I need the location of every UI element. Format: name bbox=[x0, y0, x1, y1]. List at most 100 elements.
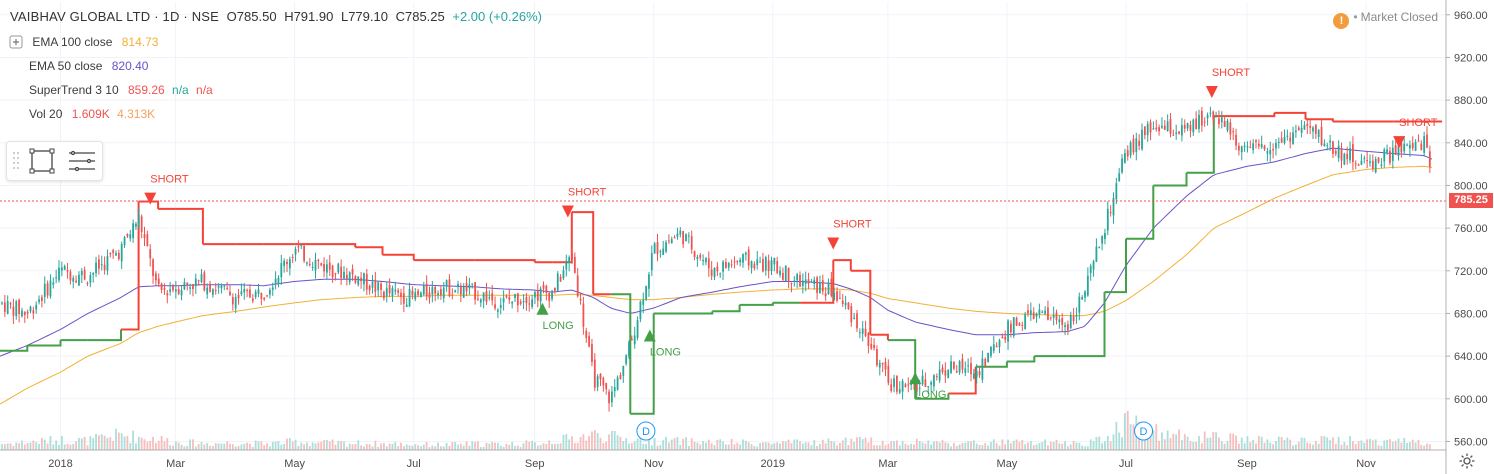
candle-body bbox=[685, 234, 687, 242]
volume-bar bbox=[1332, 437, 1334, 450]
price-axis[interactable]: 560.00 600.00 640.00 680.00 720.00 760.00 800.… bbox=[1446, 10, 1488, 449]
volume-bar bbox=[408, 445, 411, 450]
volume-bar bbox=[619, 436, 622, 450]
volume-bar bbox=[964, 442, 967, 450]
candle-body bbox=[890, 384, 893, 391]
short-arrow-icon bbox=[827, 237, 840, 250]
gear-icon[interactable] bbox=[1458, 452, 1476, 470]
volume-bar bbox=[625, 438, 628, 450]
dividend-label: D bbox=[642, 426, 650, 438]
dividend-marker[interactable] bbox=[1134, 421, 1154, 441]
symbol-title[interactable]: VAIBHAV GLOBAL LTD · 1D · NSE bbox=[10, 9, 220, 24]
candle-body bbox=[519, 301, 522, 304]
candle-body bbox=[739, 259, 742, 263]
volume-bar bbox=[103, 435, 106, 450]
volume-bar bbox=[536, 445, 539, 450]
supertrend-segment bbox=[1085, 292, 1106, 358]
candle-body bbox=[630, 338, 633, 341]
volume-bar bbox=[499, 445, 502, 450]
candle-body bbox=[713, 267, 716, 278]
candle-body bbox=[511, 301, 514, 304]
candle-body bbox=[249, 289, 251, 298]
candle-body bbox=[1255, 140, 1257, 142]
volume-bar bbox=[1340, 444, 1343, 450]
indicator-supertrend[interactable]: SuperTrend 3 10 859.26 n/a n/a bbox=[29, 83, 213, 97]
candle-body bbox=[787, 267, 790, 282]
candle-body bbox=[337, 263, 340, 273]
volume-bar bbox=[1246, 436, 1249, 450]
candle-body bbox=[1178, 131, 1180, 134]
volume-bar bbox=[266, 443, 268, 450]
volume-bar bbox=[1004, 444, 1007, 450]
candle-body bbox=[1132, 138, 1135, 153]
candle-body bbox=[123, 237, 126, 245]
volume-bar bbox=[836, 445, 838, 450]
close-label: C bbox=[395, 9, 405, 24]
candle-body bbox=[1081, 297, 1084, 300]
candle-body bbox=[702, 260, 704, 262]
volume-bar bbox=[642, 443, 645, 450]
collapse-icon[interactable] bbox=[9, 35, 23, 49]
dividend-marker[interactable] bbox=[636, 421, 656, 441]
market-status[interactable]: ! • Market Closed bbox=[1333, 10, 1438, 29]
volume-bar bbox=[41, 437, 43, 450]
indicator-volume[interactable]: Vol 20 1.609K 4.313K bbox=[29, 107, 155, 121]
candle-body bbox=[92, 273, 95, 275]
volume-bar bbox=[86, 445, 89, 450]
candle-body bbox=[425, 283, 428, 297]
volume-bar bbox=[169, 445, 172, 450]
volume-bar bbox=[1121, 437, 1123, 450]
volume-bar bbox=[1295, 444, 1297, 450]
supertrend-segment bbox=[833, 259, 852, 271]
list-menu-icon[interactable] bbox=[69, 150, 95, 172]
volume-bar bbox=[1149, 430, 1152, 450]
volume-bar bbox=[89, 436, 92, 450]
indicator-ema100[interactable]: EMA 100 close 814.73 bbox=[9, 35, 158, 49]
volume-bar bbox=[699, 444, 702, 450]
volume-bar bbox=[1129, 424, 1132, 450]
volume-bar bbox=[32, 440, 35, 450]
volume-bar bbox=[337, 440, 340, 450]
candle-body bbox=[930, 382, 932, 385]
candle-body bbox=[323, 263, 325, 272]
indicator-ema50[interactable]: EMA 50 close 820.40 bbox=[29, 59, 148, 73]
candle-body bbox=[950, 361, 952, 373]
candle-body bbox=[827, 282, 830, 295]
volume-bar bbox=[750, 444, 753, 450]
candle-body bbox=[693, 251, 696, 258]
x-tick-label: May bbox=[997, 458, 1018, 470]
time-axis[interactable]: 2018 Mar May Jul Sep Nov 2019 Mar May Jul Sep Nov bbox=[48, 458, 1376, 470]
candle-body bbox=[619, 374, 622, 380]
volume-bar bbox=[528, 441, 531, 450]
volume-bar bbox=[759, 442, 761, 450]
candle-body bbox=[790, 283, 793, 285]
signal-label: SHORT bbox=[833, 218, 872, 230]
candle-body bbox=[1209, 112, 1212, 114]
candle-body bbox=[1354, 163, 1357, 165]
volume-bar bbox=[773, 443, 776, 450]
volume-bar bbox=[930, 444, 932, 450]
volume-bar bbox=[827, 438, 830, 450]
y-tick-label: 960.00 bbox=[1454, 10, 1488, 22]
volume-bar bbox=[756, 446, 759, 450]
candle-body bbox=[611, 391, 613, 403]
volume-bar bbox=[819, 443, 821, 450]
volume-bar bbox=[286, 438, 288, 450]
candle-body bbox=[984, 358, 987, 367]
volume-bar bbox=[345, 446, 348, 450]
drag-handle-icon[interactable] bbox=[13, 152, 19, 169]
volume-bar bbox=[1124, 413, 1126, 450]
select-rectangle-icon[interactable] bbox=[29, 148, 55, 174]
volume-bar bbox=[847, 445, 850, 450]
volume-bar bbox=[117, 432, 120, 450]
supertrend-segment bbox=[87, 329, 122, 342]
candle-body bbox=[451, 294, 454, 296]
warning-icon[interactable]: ! bbox=[1333, 13, 1350, 29]
volume-bar bbox=[15, 442, 18, 450]
candle-body bbox=[1289, 137, 1292, 142]
candle-body bbox=[459, 286, 462, 295]
candle-body bbox=[864, 328, 867, 336]
candle-body bbox=[203, 272, 206, 291]
